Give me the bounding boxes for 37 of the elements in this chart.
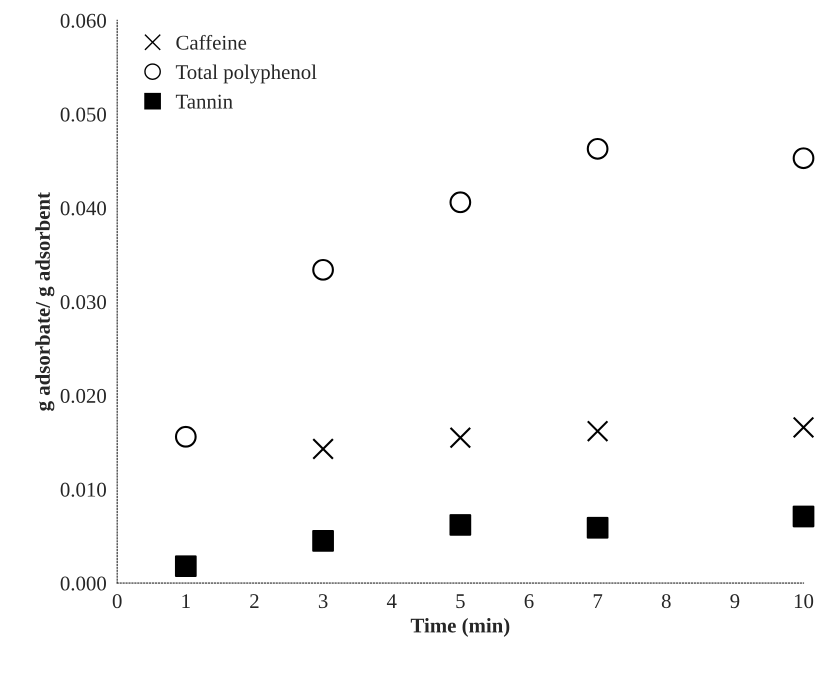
legend-label: Tannin [176,94,233,109]
x-tick-label: 9 [730,594,740,608]
y-tick-label: 0.040 [60,201,106,216]
x-axis-title: Time (min) [410,618,510,637]
x-tick-label: 2 [250,594,259,608]
x-tick-label: 0 [112,594,122,608]
y-tick-label: 0.060 [60,14,106,28]
legend-label: Total polyphenol [176,64,317,84]
y-axis-title: g adsorbate/ g adsorbent [35,192,54,411]
y-tick-label: 0.030 [60,295,106,310]
point [586,420,608,442]
x-tick-label: 1 [182,594,190,608]
x-tick-label: 5 [456,594,465,608]
y-tick-label: 0.000 [60,576,106,591]
point [586,138,608,160]
point [586,516,608,539]
legend-label: Caffeine [176,34,246,50]
point [312,438,334,460]
point [449,514,472,536]
point [792,416,814,438]
point [174,426,197,448]
y-tick-label: 0.010 [60,482,106,497]
x-tick-label: 10 [794,594,814,608]
y-tick-label: 0.020 [60,388,106,404]
x-tick-label: 6 [524,594,534,608]
point [449,191,472,214]
point [312,530,334,552]
x-tick-label: 7 [594,594,602,608]
y-tick-label: 0.050 [60,108,106,122]
point [449,426,472,449]
point [174,555,197,578]
point [792,147,814,170]
x-tick-label: 8 [662,594,671,608]
x-tick-label: 3 [318,594,328,608]
x-tick-label: 4 [386,594,397,608]
point [792,506,814,528]
point [312,258,334,281]
